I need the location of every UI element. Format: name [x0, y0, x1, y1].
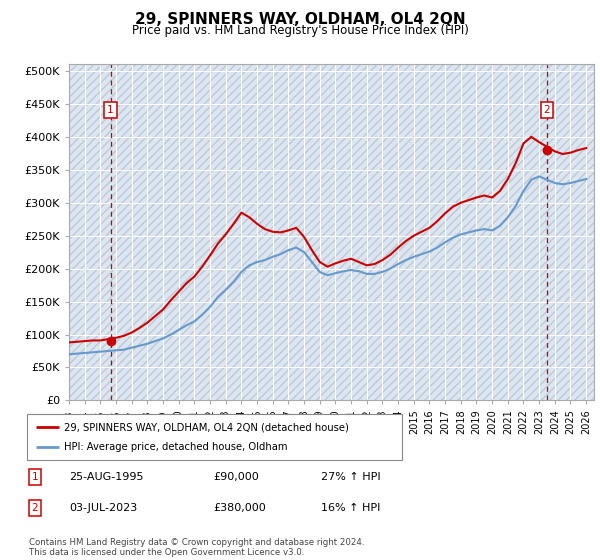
Text: 1: 1 [107, 105, 114, 115]
Text: 03-JUL-2023: 03-JUL-2023 [69, 503, 137, 513]
Text: 25-AUG-1995: 25-AUG-1995 [69, 472, 143, 482]
Text: £380,000: £380,000 [213, 503, 266, 513]
Text: 27% ↑ HPI: 27% ↑ HPI [321, 472, 380, 482]
Text: 29, SPINNERS WAY, OLDHAM, OL4 2QN: 29, SPINNERS WAY, OLDHAM, OL4 2QN [134, 12, 466, 27]
FancyBboxPatch shape [27, 414, 402, 460]
Text: Contains HM Land Registry data © Crown copyright and database right 2024.
This d: Contains HM Land Registry data © Crown c… [29, 538, 364, 557]
Text: HPI: Average price, detached house, Oldham: HPI: Average price, detached house, Oldh… [65, 442, 288, 452]
Text: 2: 2 [31, 503, 38, 513]
Text: 1: 1 [31, 472, 38, 482]
Text: 2: 2 [544, 105, 550, 115]
Text: 16% ↑ HPI: 16% ↑ HPI [321, 503, 380, 513]
Text: Price paid vs. HM Land Registry's House Price Index (HPI): Price paid vs. HM Land Registry's House … [131, 24, 469, 36]
Text: 29, SPINNERS WAY, OLDHAM, OL4 2QN (detached house): 29, SPINNERS WAY, OLDHAM, OL4 2QN (detac… [65, 422, 349, 432]
Text: £90,000: £90,000 [213, 472, 259, 482]
